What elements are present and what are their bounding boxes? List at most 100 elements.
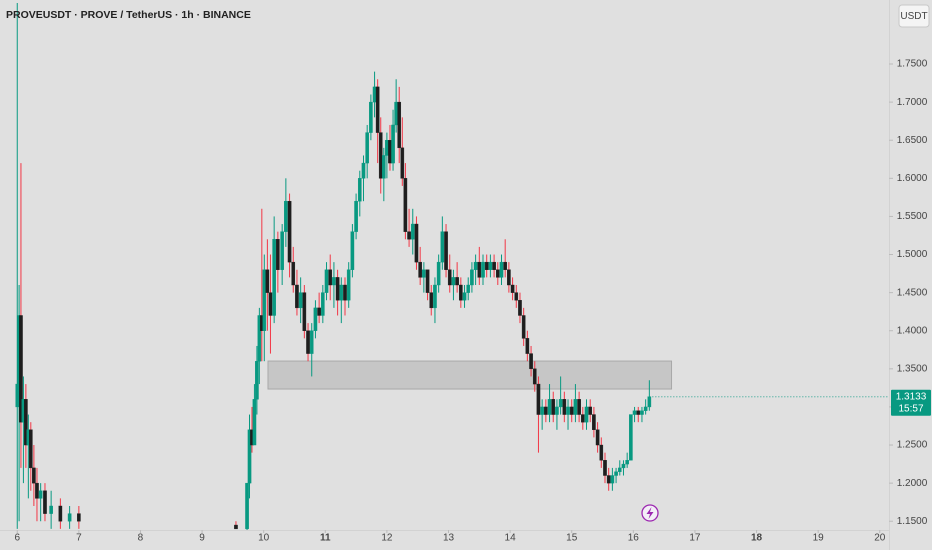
- candle-body: [422, 269, 426, 278]
- candle-body: [547, 399, 552, 415]
- candle-body: [407, 231, 411, 240]
- axes: 1.15001.20001.25001.30001.35001.40001.45…: [14, 59, 931, 544]
- candle-body: [625, 460, 629, 465]
- candle-body: [621, 463, 626, 469]
- y-tick-label: 1.5500: [897, 211, 928, 222]
- candle-body: [614, 471, 618, 476]
- candle-body: [577, 399, 581, 415]
- candle-body: [394, 101, 398, 126]
- candle-body: [15, 383, 20, 408]
- candle-body: [58, 505, 63, 522]
- candle-body: [388, 140, 392, 164]
- candle-body: [339, 284, 344, 301]
- candle-body: [284, 200, 288, 232]
- candle-body: [455, 277, 459, 286]
- x-tick-label: 7: [76, 533, 82, 544]
- candle-body: [632, 410, 637, 415]
- candle-body: [647, 396, 652, 408]
- candle-body: [321, 292, 325, 316]
- candle-body: [447, 269, 452, 286]
- candle-body: [372, 86, 377, 103]
- candle-body: [410, 223, 415, 240]
- candle-body: [462, 292, 467, 301]
- candle-body: [382, 155, 386, 179]
- candle-body: [280, 231, 284, 270]
- candle-body: [444, 231, 448, 270]
- candle-body: [335, 277, 340, 301]
- candle-body: [544, 406, 548, 415]
- y-tick-label: 1.2000: [897, 478, 928, 489]
- candle-body: [302, 292, 307, 331]
- x-tick-label: 20: [874, 533, 886, 544]
- event-icon-bolt[interactable]: [646, 507, 654, 519]
- candle-body: [350, 231, 355, 270]
- plot-area: [15, 3, 673, 530]
- candle-body: [436, 261, 441, 286]
- y-tick-label: 1.2500: [897, 440, 928, 451]
- candle-body: [558, 399, 563, 408]
- candle-body: [521, 315, 526, 339]
- candle-body: [49, 505, 53, 514]
- candle-body: [287, 200, 292, 263]
- candle-body: [262, 269, 267, 331]
- candle-body: [595, 429, 600, 446]
- candle-body: [328, 269, 333, 286]
- candle-body: [306, 330, 310, 354]
- candle-body: [369, 101, 373, 133]
- x-tick-label: 17: [689, 533, 701, 544]
- x-tick-label: 10: [258, 533, 270, 544]
- currency-label[interactable]: USDT: [900, 11, 927, 22]
- candle-body: [313, 307, 318, 331]
- candle-body: [418, 261, 422, 278]
- candle-body: [529, 353, 533, 370]
- candle-body: [507, 269, 511, 286]
- candle-body: [234, 524, 238, 530]
- candle-body: [433, 284, 437, 309]
- last-price-box: [891, 389, 931, 416]
- currency-button-box[interactable]: [898, 4, 930, 28]
- candle-body: [35, 482, 39, 499]
- x-tick-label: 11: [320, 533, 331, 544]
- candle-body: [503, 261, 507, 270]
- candle-body: [354, 200, 358, 232]
- chart-title: PROVEUSDT · PROVE / TetherUS · 1h · BINA…: [6, 9, 251, 21]
- candle-body: [385, 140, 389, 156]
- candle-body: [640, 410, 644, 415]
- candle-body: [295, 284, 299, 309]
- event-icon[interactable]: [641, 504, 659, 522]
- candle-body: [24, 399, 28, 446]
- countdown-label: 15:57: [898, 403, 923, 414]
- candle-body: [332, 277, 336, 286]
- price-zone: [267, 360, 673, 390]
- candle-body: [77, 513, 81, 522]
- candle-body: [470, 269, 474, 286]
- candle-body: [29, 429, 33, 469]
- candle-body: [32, 467, 36, 484]
- candle-body: [425, 269, 430, 293]
- x-tick-label: 19: [813, 533, 825, 544]
- y-tick-label: 1.6000: [897, 173, 928, 184]
- candle-body: [492, 261, 496, 270]
- x-tick-label: 14: [505, 533, 517, 544]
- candle-body: [361, 162, 366, 179]
- candle-body: [617, 467, 622, 472]
- y-tick-label: 1.3500: [897, 363, 928, 374]
- candle-body: [603, 460, 607, 476]
- candle-body: [268, 292, 273, 316]
- y-tick-label: 1.1500: [897, 516, 928, 527]
- candle-body: [592, 414, 596, 430]
- candle-body: [573, 399, 578, 415]
- currency-button[interactable]: USDT: [898, 4, 930, 28]
- candle-body: [440, 231, 445, 263]
- candle-body: [606, 475, 611, 484]
- candle-body: [514, 292, 519, 301]
- candle-body: [309, 330, 314, 354]
- y-tick-label: 1.4000: [897, 325, 928, 336]
- y-tick-label: 1.7000: [897, 97, 928, 108]
- candle-body: [540, 406, 544, 415]
- x-tick-label: 13: [443, 533, 455, 544]
- candle-body: [451, 277, 456, 286]
- candle-body: [588, 406, 593, 415]
